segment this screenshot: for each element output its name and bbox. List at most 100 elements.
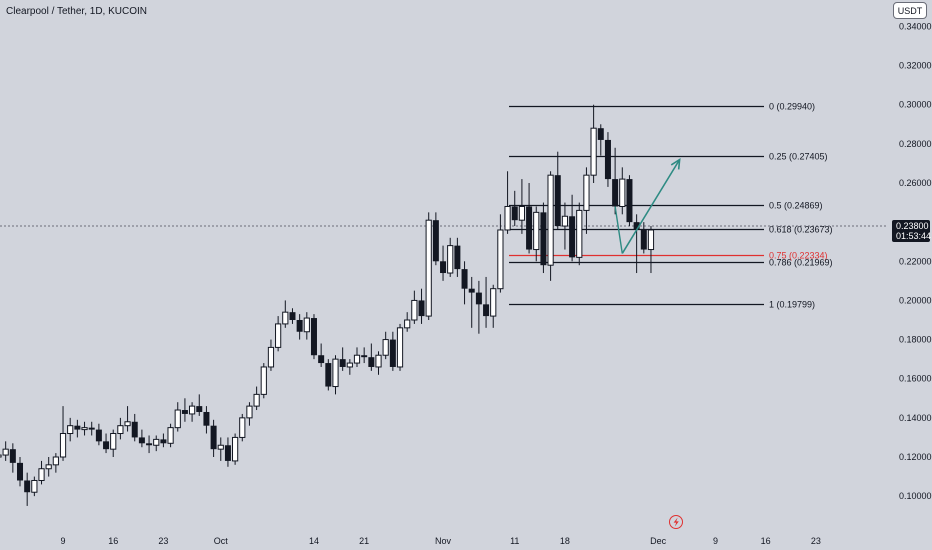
candle — [103, 433, 110, 454]
candle-body-up — [375, 354, 382, 368]
arrow-lead[interactable] — [614, 206, 623, 254]
time-tick-label: 18 — [560, 536, 570, 546]
candle-body-down — [626, 179, 633, 223]
candle-body-down — [160, 439, 167, 444]
price-tick-label: 0.14000 — [899, 413, 932, 423]
candle — [461, 261, 468, 305]
candle-body-down — [9, 449, 16, 463]
candle-body-up — [382, 339, 389, 356]
candle — [497, 214, 504, 293]
time-tick-label: 23 — [811, 536, 821, 546]
time-tick-label: 23 — [158, 536, 168, 546]
candle — [454, 237, 461, 277]
time-tick-label: Oct — [214, 536, 229, 546]
candle — [153, 435, 160, 452]
candle — [619, 167, 626, 215]
candle-body-down — [289, 312, 296, 320]
arrow-head[interactable] — [670, 157, 681, 170]
candle — [590, 104, 597, 183]
candle-body-down — [24, 480, 31, 493]
candle-body-up — [2, 448, 9, 456]
price-tick-label: 0.12000 — [899, 452, 932, 462]
price-tick-label: 0.16000 — [899, 374, 932, 384]
candle — [368, 343, 375, 371]
candle — [2, 441, 9, 461]
candle-body-down — [310, 318, 317, 356]
candle-body-up — [217, 444, 224, 450]
candle — [246, 402, 253, 426]
price-axis[interactable]: 0.34000 0.32000 0.30000 0.28000 0.26000 0.220… — [899, 21, 932, 501]
candle-body-up — [0, 454, 2, 458]
candle — [217, 437, 224, 461]
candle-body-up — [332, 358, 339, 388]
candle-body-up — [239, 417, 246, 438]
candle-body-up — [167, 427, 174, 444]
candle-body-up — [561, 215, 569, 227]
candle — [52, 453, 59, 473]
candle — [260, 363, 267, 399]
candle-body-down — [418, 300, 425, 317]
fib-label-0.25: 0.25 (0.27405) — [769, 152, 828, 162]
candle — [483, 276, 490, 328]
time-tick-label: Dec — [650, 536, 667, 546]
candle — [167, 423, 174, 448]
candle-body-up — [253, 393, 260, 407]
candle-body-down — [181, 410, 188, 414]
candle — [490, 284, 497, 328]
candle — [475, 280, 482, 334]
candle-body-down — [432, 220, 439, 262]
lightning-icon[interactable] — [669, 515, 683, 529]
candle — [74, 419, 81, 438]
candle — [440, 245, 447, 281]
arrow-shaft[interactable] — [621, 159, 681, 254]
candle-body-up — [124, 421, 131, 427]
candle-body-down — [597, 128, 604, 140]
current-price-box — [892, 220, 930, 243]
candle — [375, 351, 382, 375]
candle — [232, 433, 239, 465]
candle — [604, 132, 611, 187]
candle-body-down — [196, 406, 203, 412]
chart-title: Clearpool / Tether, 1D, KUCOIN — [6, 6, 147, 17]
candle-body-up — [59, 433, 67, 458]
candle-body-down — [95, 429, 102, 442]
candle-body-down — [224, 445, 231, 461]
candle — [24, 472, 31, 506]
candle — [561, 202, 569, 250]
candle-body-down — [368, 357, 375, 367]
candle-body-down — [526, 206, 533, 250]
currency-button[interactable]: USDT — [893, 2, 927, 19]
price-tick-label: 0.18000 — [899, 335, 932, 345]
candle — [540, 202, 547, 274]
price-tick-label: 0.30000 — [899, 100, 932, 110]
candle-body-down — [483, 304, 490, 317]
candle — [425, 212, 432, 320]
candle-body-down — [325, 363, 332, 387]
projection-arrow[interactable] — [614, 157, 681, 254]
candle — [95, 423, 102, 446]
time-axis[interactable]: 9 16 23 Oct 14 21 Nov 11 18 Dec 9 16 23 — [61, 536, 821, 546]
candle-body-down — [540, 212, 547, 266]
fib-label-0: 0 (0.29940) — [769, 102, 815, 112]
candle — [547, 171, 554, 281]
candle-body-down — [131, 421, 138, 438]
candle-body-up — [411, 299, 418, 321]
candle-body-down — [475, 292, 482, 305]
candle — [289, 308, 296, 324]
time-tick-label: 21 — [359, 536, 369, 546]
candle — [346, 359, 353, 375]
time-tick-label: 11 — [510, 536, 519, 546]
candle — [504, 171, 511, 234]
candle — [612, 147, 619, 215]
time-tick-label: 9 — [61, 536, 66, 546]
candle — [583, 167, 590, 234]
candle-body-down — [389, 339, 396, 367]
price-tick-label: 0.10000 — [899, 491, 932, 501]
candle — [210, 419, 217, 457]
candle-body-down — [339, 359, 346, 367]
candle — [239, 413, 246, 442]
candle — [45, 457, 52, 477]
candle — [518, 179, 526, 234]
